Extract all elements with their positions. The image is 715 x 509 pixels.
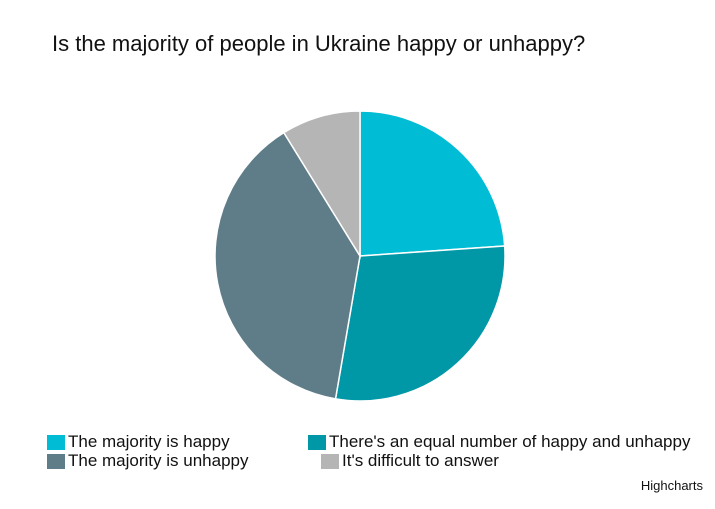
legend-item-difficult-to-answer[interactable]: It's difficult to answer xyxy=(321,451,499,471)
legend-item-majority-unhappy[interactable]: The majority is unhappy xyxy=(47,451,248,471)
legend-label-majority-happy: The majority is happy xyxy=(68,432,230,451)
legend-swatch-equal-number xyxy=(308,434,326,450)
legend-item-majority-happy[interactable]: The majority is happy xyxy=(47,432,230,452)
legend-label-difficult-to-answer: It's difficult to answer xyxy=(342,451,499,470)
legend-swatch-majority-unhappy xyxy=(47,453,65,469)
pie-slices xyxy=(214,110,506,402)
chart-title: Is the majority of people in Ukraine hap… xyxy=(52,31,586,56)
pie-slice-equal-number[interactable] xyxy=(334,245,506,402)
legend-swatch-majority-happy xyxy=(47,434,65,450)
pie-slice-majority-happy[interactable] xyxy=(359,110,506,257)
legend-label-equal-number: There's an equal number of happy and unh… xyxy=(329,432,691,451)
credits-label[interactable]: Highcharts xyxy=(640,478,703,493)
legend-item-equal-number[interactable]: There's an equal number of happy and unh… xyxy=(308,432,690,452)
legend-swatch-difficult-to-answer xyxy=(321,453,339,469)
legend-label-majority-unhappy: The majority is unhappy xyxy=(68,451,249,470)
pie-slice-difficult-to-answer[interactable] xyxy=(282,110,361,259)
pie-slice-majority-unhappy[interactable] xyxy=(214,131,361,400)
